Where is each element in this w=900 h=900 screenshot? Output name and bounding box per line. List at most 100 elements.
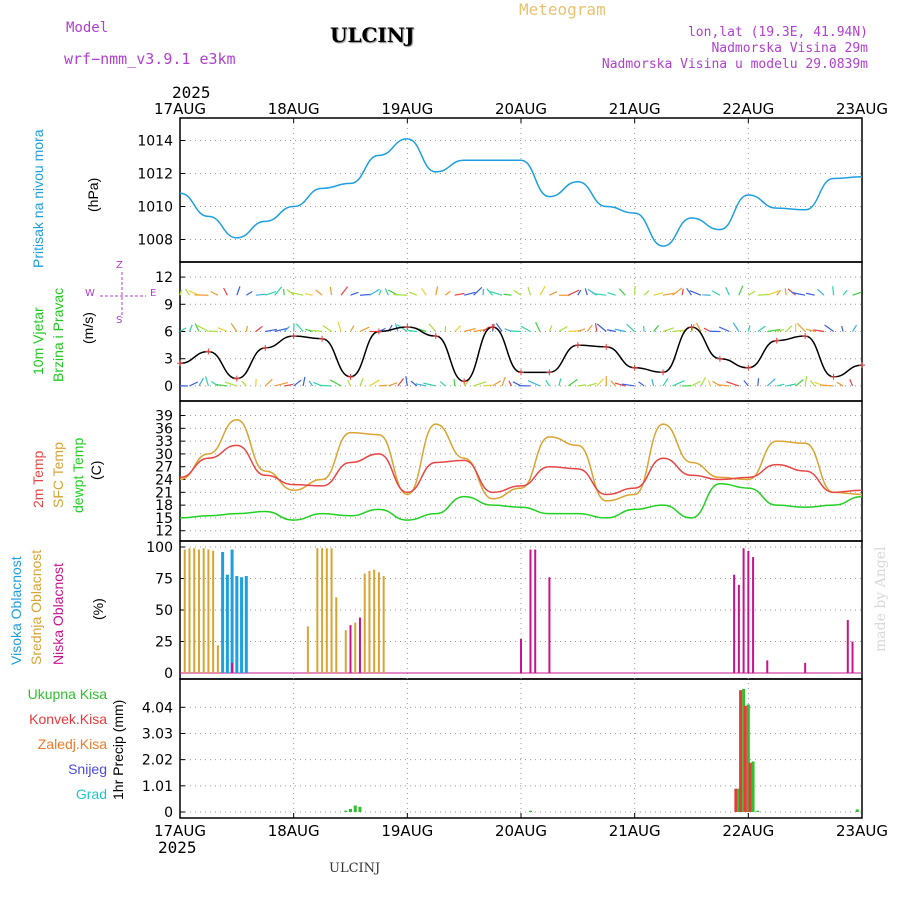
wind-direction-arrow xyxy=(283,325,290,332)
y-tick-label: 3.03 xyxy=(142,726,173,742)
wind-direction-arrow xyxy=(350,291,359,296)
wind-direction-arrow xyxy=(568,378,578,387)
wind-direction-arrow xyxy=(726,381,740,387)
wind-direction-arrow xyxy=(607,292,616,296)
wind-direction-arrow xyxy=(527,380,541,387)
mid-cloud-bar xyxy=(216,645,219,673)
mid-cloud-bar xyxy=(373,569,376,673)
x-tick-label-top: 19AUG xyxy=(381,100,433,118)
wind-direction-arrow xyxy=(210,290,219,296)
wind-direction-arrow xyxy=(695,322,702,332)
wind-direction-arrow xyxy=(824,324,834,332)
mid-cloud-bar xyxy=(202,548,205,673)
low-cloud-bar xyxy=(534,549,537,673)
y-tick-label: 3 xyxy=(164,352,173,368)
wind-direction-arrow xyxy=(290,291,304,296)
mid-cloud-bar xyxy=(354,622,357,673)
wind-direction-arrow xyxy=(315,289,323,296)
wind-direction-arrow xyxy=(732,322,740,332)
wind-gust-marker xyxy=(745,364,752,371)
wind-direction-arrow xyxy=(184,288,190,296)
wind-direction-arrow xyxy=(464,291,476,296)
wind-direction-arrow xyxy=(852,324,858,332)
wind-direction-arrow xyxy=(393,293,408,296)
wind-direction-arrow xyxy=(420,287,427,296)
wind-direction-arrow xyxy=(428,323,437,332)
wind-direction-arrow xyxy=(408,291,418,296)
wind-gust-marker xyxy=(461,378,468,385)
x-tick-label-top: 21AUG xyxy=(609,100,661,118)
wind-direction-arrow xyxy=(653,325,660,332)
pressure-line xyxy=(179,138,863,247)
wind-direction-arrow xyxy=(757,325,766,332)
mid-cloud-bar xyxy=(363,573,366,673)
y-tick-label: 36 xyxy=(155,421,173,437)
low-cloud-bar xyxy=(737,584,740,673)
wind-direction-arrow xyxy=(820,384,834,387)
y-tick-label: 0 xyxy=(164,805,173,821)
wind-gust-marker xyxy=(205,348,212,355)
y-tick-label: 9 xyxy=(164,297,173,313)
wind-direction-arrow xyxy=(359,293,371,296)
wind-direction-arrow xyxy=(255,325,263,332)
wind-direction-arrow xyxy=(179,289,182,296)
high-cloud-bar xyxy=(235,575,239,673)
wind-direction-arrow xyxy=(725,286,730,296)
total-precip-bar xyxy=(756,810,760,812)
wind-direction-arrow xyxy=(539,285,546,296)
wind-direction-arrow xyxy=(558,326,568,333)
y-tick-label: 18 xyxy=(155,498,173,514)
wind-direction-arrow xyxy=(223,287,228,296)
low-cloud-bar xyxy=(231,662,234,673)
x-tick-label-top: 22AUG xyxy=(722,100,774,118)
wind-direction-arrow xyxy=(340,286,349,296)
wind-direction-arrow xyxy=(394,323,399,332)
wind-direction-arrow xyxy=(816,288,825,296)
total-precip-bar xyxy=(746,704,750,812)
wind-direction-arrow xyxy=(189,381,199,387)
mid-cloud-bar xyxy=(325,548,328,673)
wind-direction-arrow xyxy=(435,286,439,296)
wind-direction-arrow xyxy=(549,291,558,296)
wind-direction-arrow xyxy=(329,286,333,296)
wind-direction-arrow xyxy=(410,380,418,387)
y-tick-label: 30 xyxy=(155,447,173,463)
high-cloud-bar xyxy=(225,574,229,673)
total-precip-bar xyxy=(737,788,741,812)
page-title: ULCINJ xyxy=(330,23,415,47)
total-precip-bar xyxy=(358,806,362,812)
wind-direction-arrow xyxy=(642,325,645,332)
wind-direction-arrow xyxy=(748,290,756,296)
model-label: Model xyxy=(66,20,109,36)
wind-direction-arrow xyxy=(626,323,636,332)
wind-gust-marker xyxy=(574,342,581,349)
wind-direction-arrow xyxy=(689,290,702,296)
wind-direction-arrow xyxy=(651,378,655,387)
wind-direction-arrow xyxy=(587,382,597,387)
wind-direction-arrow xyxy=(349,325,355,332)
y-tick-label: 0 xyxy=(164,379,173,395)
wind-gust-marker xyxy=(233,375,240,382)
wind-direction-arrow xyxy=(757,293,769,296)
wind-gust-marker xyxy=(262,344,269,351)
wind-direction-arrow xyxy=(610,380,617,387)
x-tick-label-bottom: 17AUG xyxy=(154,822,206,840)
wind-direction-arrow xyxy=(508,380,513,387)
wind-direction-arrow xyxy=(464,328,476,333)
wind-direction-arrow xyxy=(274,327,289,333)
wind-gust-marker xyxy=(518,369,524,376)
y-tick-label: 27 xyxy=(155,460,173,476)
low-cloud-bar xyxy=(742,548,745,673)
model-name: wrf−nmm_v3.9.1 e3km xyxy=(64,50,236,68)
wind-direction-arrow xyxy=(784,288,787,296)
model-altitude-label: Nadmorska Visina u modelu 29.0839m xyxy=(601,57,868,72)
x-tick-label-top: 18AUG xyxy=(268,100,320,118)
sfc-temp-line xyxy=(179,419,863,502)
year-top: 2025 xyxy=(172,83,211,102)
compass-s: S xyxy=(116,315,123,326)
y-tick-label: 50 xyxy=(155,603,173,619)
wind-direction-arrow xyxy=(482,326,490,332)
wind-direction-arrow xyxy=(577,384,586,387)
total-precip-bar xyxy=(855,809,859,812)
x-tick-label-bottom: 22AUG xyxy=(722,822,774,840)
